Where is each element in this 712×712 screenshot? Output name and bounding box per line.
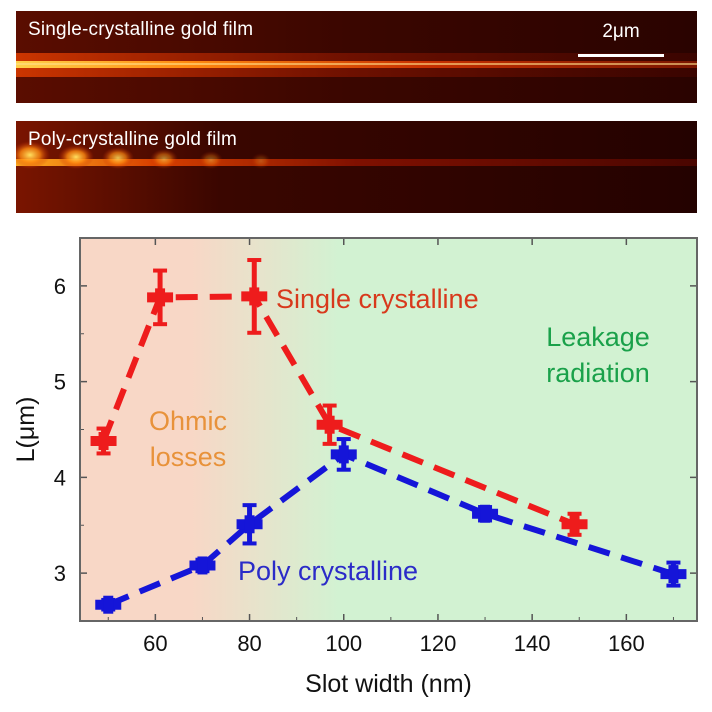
single-crystal-image: Single-crystalline gold film 2μm [16,11,697,103]
scale-bar: 2μm [578,21,664,57]
x-tick-label: 60 [143,631,167,656]
y-tick-label: 3 [54,561,66,586]
leakage-radiation-label-line2: radiation [546,358,650,388]
ohmic-losses-label-line1: Ohmic [149,406,227,436]
y-tick-label: 5 [54,370,66,395]
series-single-crystalline [90,258,588,537]
x-tick-label: 80 [237,631,261,656]
y-axis-label: L(μm) [12,397,40,463]
poly-crystal-image-render [16,121,697,213]
single-crystalline-label: Single crystalline [276,284,479,314]
leakage-radiation-label-line1: Leakage [546,322,650,352]
data-series [90,258,687,614]
series-poly-crystalline [95,437,687,614]
scale-bar-label: 2μm [602,21,640,42]
slot-width-chart: 60 80 100 120 140 160 3 4 5 6 Ohmic losses Leakag… [12,237,698,698]
x-tick-label: 140 [514,631,551,656]
axis-ticks: 60 80 100 120 140 160 3 4 5 6 [54,237,697,656]
y-tick-label: 6 [54,274,66,299]
series-line [107,450,675,608]
poly-crystal-label: Poly-crystalline gold film [28,129,237,150]
x-tick-label: 120 [420,631,457,656]
x-tick-label: 100 [325,631,362,656]
single-crystal-label: Single-crystalline gold film [28,19,254,40]
x-tick-label: 160 [608,631,645,656]
y-tick-label: 4 [54,465,66,490]
scale-bar-line [578,54,664,57]
ohmic-losses-label-line2: losses [150,442,227,472]
poly-crystalline-label: Poly crystalline [238,556,418,586]
single-crystal-image-render [16,11,697,103]
poly-crystal-image: Poly-crystalline gold film [16,121,697,213]
x-axis-label: Slot width (nm) [305,670,472,698]
plot-frame [79,237,698,622]
plot-background [80,238,697,621]
